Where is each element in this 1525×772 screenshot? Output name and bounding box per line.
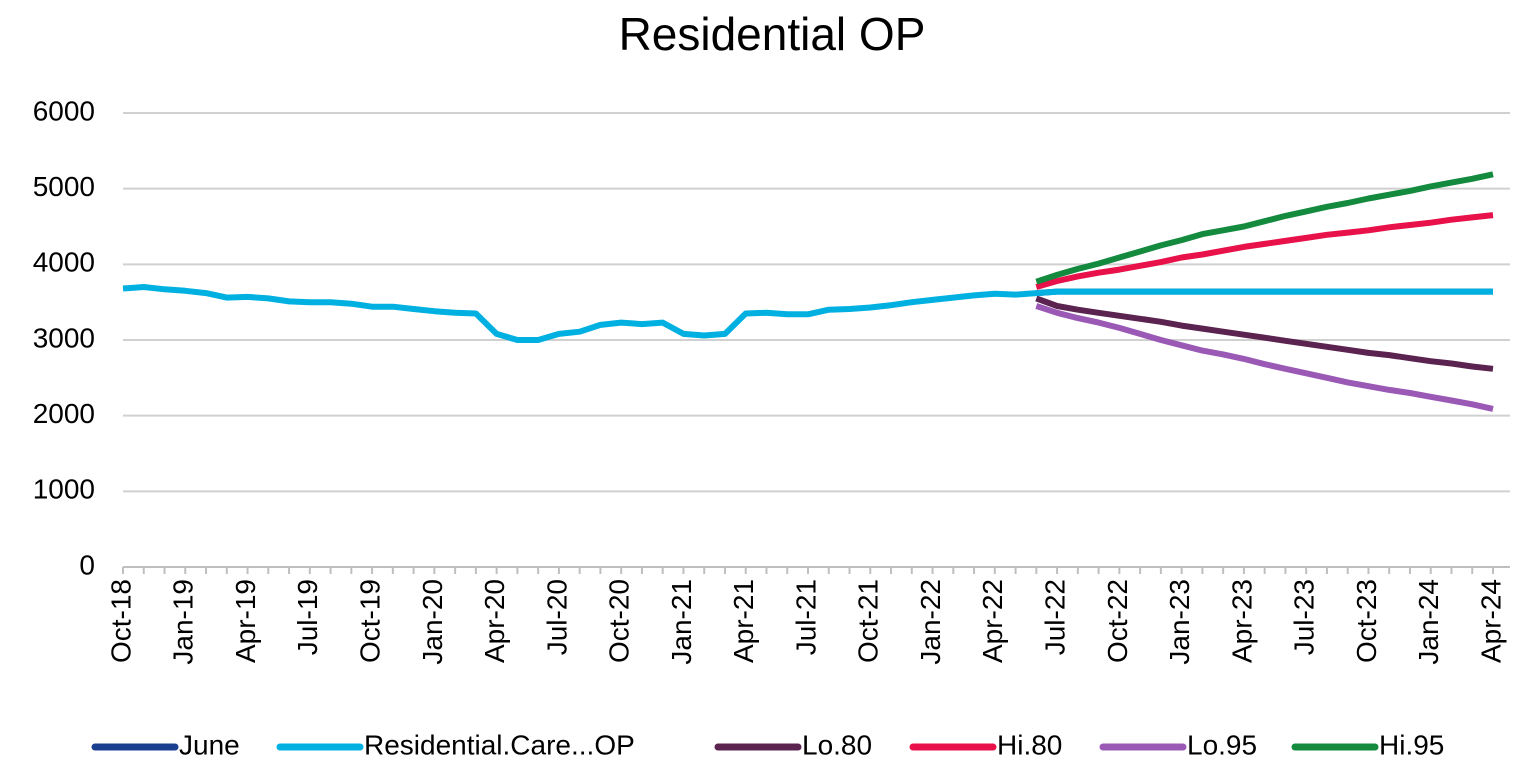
x-tick-label: Oct-18: [105, 579, 136, 663]
x-tick-label: Apr-19: [230, 579, 261, 663]
legend-label: June: [179, 729, 240, 760]
y-tick-label: 1000: [33, 474, 95, 505]
y-tick-label: 2000: [33, 398, 95, 429]
x-tick-label: Jan-22: [915, 579, 946, 665]
x-tick-label: Apr-22: [977, 579, 1008, 663]
x-tick-label: Apr-23: [1226, 579, 1257, 663]
x-tick-label: Jul-20: [541, 579, 572, 655]
series-line: [122, 284, 1493, 343]
legend-label: Lo.95: [1187, 729, 1257, 760]
x-tick-label: Oct-21: [853, 579, 884, 663]
series-line: [1035, 303, 1494, 412]
x-tick-label: Apr-20: [479, 579, 510, 663]
x-tick-label: Jan-20: [417, 579, 448, 665]
x-tick-label: Jan-19: [168, 579, 199, 665]
x-tick-label: Oct-20: [604, 579, 635, 663]
legend-label: Lo.80: [802, 729, 872, 760]
x-tick-label: Apr-24: [1475, 579, 1506, 663]
y-tick-label: 3000: [33, 322, 95, 353]
y-tick-label: 4000: [33, 247, 95, 278]
y-tick-label: 0: [79, 549, 95, 580]
legend-label: Hi.95: [1379, 729, 1444, 760]
x-tick-label: Jul-23: [1289, 579, 1320, 655]
x-tick-label: Jan-24: [1413, 579, 1444, 665]
y-tick-label: 5000: [33, 171, 95, 202]
y-tick-label: 6000: [33, 95, 95, 126]
x-tick-label: Jan-23: [1164, 579, 1195, 665]
x-tick-label: Jul-19: [292, 579, 323, 655]
legend-label: Residential.Care...OP: [364, 729, 635, 760]
x-tick-label: Jul-22: [1039, 579, 1070, 655]
series-line: [1035, 295, 1494, 372]
x-tick-label: Apr-21: [728, 579, 759, 663]
legend-label: Hi.80: [997, 729, 1062, 760]
x-tick-label: Jul-21: [790, 579, 821, 655]
x-tick-label: Jan-21: [666, 579, 697, 665]
series-line: [1035, 171, 1494, 285]
series-line: [1035, 212, 1494, 290]
x-tick-label: Oct-22: [1102, 579, 1133, 663]
chart-title: Residential OP: [619, 8, 926, 60]
x-tick-label: Oct-23: [1351, 579, 1382, 663]
x-tick-label: Oct-19: [354, 579, 385, 663]
